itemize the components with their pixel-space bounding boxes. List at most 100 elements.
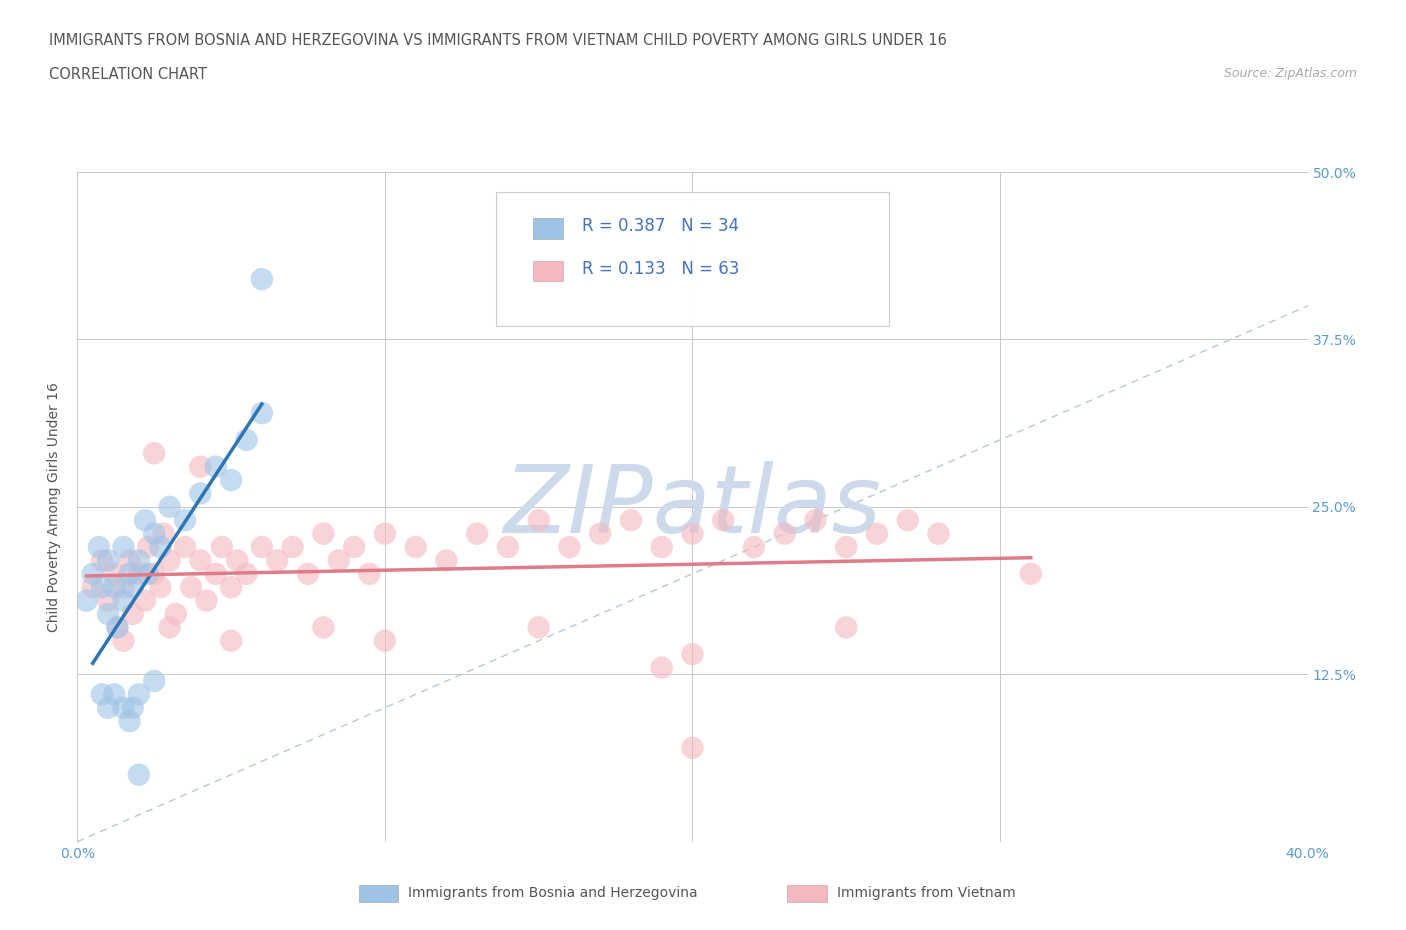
Point (128, 553, 150, 568)
Point (651, 660, 673, 675)
Point (281, 539, 304, 554)
Point (180, 579, 202, 594)
Point (250, 272, 273, 286)
Y-axis label: Child Poverty Among Girls Under 16: Child Poverty Among Girls Under 16 (48, 382, 62, 631)
Point (143, 445, 166, 460)
Point (527, 512, 550, 527)
Point (235, 566, 257, 581)
Point (266, 553, 288, 568)
Point (90, 687, 114, 702)
Point (174, 539, 197, 554)
Point (90, 553, 114, 568)
Point (112, 579, 135, 594)
Point (742, 539, 765, 554)
Point (112, 633, 135, 648)
Text: R = 0.387   N = 34: R = 0.387 N = 34 (582, 217, 740, 234)
Text: IMMIGRANTS FROM BOSNIA AND HERZEGOVINA VS IMMIGRANTS FROM VIETNAM CHILD POVERTY : IMMIGRANTS FROM BOSNIA AND HERZEGOVINA V… (49, 33, 948, 47)
Point (1019, 566, 1042, 581)
Point (97, 593, 120, 608)
Point (134, 512, 156, 527)
Point (174, 512, 197, 527)
Text: R = 0.133   N = 63: R = 0.133 N = 63 (582, 260, 740, 278)
Point (118, 553, 141, 568)
Point (97, 606, 120, 621)
Point (682, 526, 704, 541)
Point (97, 700, 120, 715)
Point (835, 620, 858, 635)
Point (405, 539, 427, 554)
Point (297, 566, 319, 581)
Point (90, 579, 114, 594)
Point (128, 687, 150, 702)
Point (188, 459, 212, 474)
Point (204, 566, 226, 581)
Point (105, 620, 128, 635)
Point (374, 526, 396, 541)
Text: Immigrants from Vietnam: Immigrants from Vietnam (837, 885, 1015, 900)
Point (159, 499, 181, 514)
Point (558, 539, 581, 554)
Point (143, 673, 166, 688)
Point (103, 687, 125, 702)
Point (682, 740, 704, 755)
Point (134, 593, 156, 608)
Point (496, 539, 519, 554)
Text: Source: ZipAtlas.com: Source: ZipAtlas.com (1223, 67, 1357, 80)
Point (112, 593, 135, 608)
Point (359, 566, 381, 581)
Point (328, 553, 350, 568)
Point (136, 539, 159, 554)
Bar (533, 219, 564, 239)
Point (128, 767, 150, 782)
Point (112, 539, 135, 554)
Point (118, 566, 141, 581)
Point (219, 472, 242, 487)
Point (103, 566, 125, 581)
Point (188, 553, 212, 568)
Point (589, 526, 612, 541)
Point (82, 566, 104, 581)
Point (136, 566, 159, 581)
Point (682, 646, 704, 661)
Point (121, 606, 143, 621)
Point (165, 606, 187, 621)
Point (343, 539, 366, 554)
Point (128, 566, 150, 581)
Point (204, 459, 226, 474)
Point (188, 486, 212, 501)
Point (195, 593, 218, 608)
Point (620, 512, 643, 527)
Point (219, 633, 242, 648)
Text: CORRELATION CHART: CORRELATION CHART (49, 67, 207, 82)
Point (103, 579, 125, 594)
Point (143, 526, 166, 541)
Point (152, 526, 174, 541)
Point (773, 526, 796, 541)
Point (149, 539, 172, 554)
Point (235, 432, 257, 447)
Point (651, 539, 673, 554)
Point (76, 593, 98, 608)
Point (105, 620, 128, 635)
Point (226, 553, 249, 568)
Point (804, 512, 827, 527)
Point (312, 620, 335, 635)
Text: Immigrants from Bosnia and Herzegovina: Immigrants from Bosnia and Herzegovina (408, 885, 697, 900)
Point (159, 620, 181, 635)
Text: ZIPatlas: ZIPatlas (503, 461, 882, 552)
Point (159, 553, 181, 568)
Point (527, 620, 550, 635)
Point (219, 579, 242, 594)
Point (436, 553, 458, 568)
Point (149, 579, 172, 594)
Point (121, 700, 143, 715)
Point (374, 633, 396, 648)
Point (87, 539, 110, 554)
Point (897, 512, 920, 527)
Point (928, 526, 950, 541)
Point (121, 579, 143, 594)
Point (143, 566, 166, 581)
Bar (533, 260, 564, 281)
FancyBboxPatch shape (496, 193, 890, 326)
Point (118, 713, 141, 728)
